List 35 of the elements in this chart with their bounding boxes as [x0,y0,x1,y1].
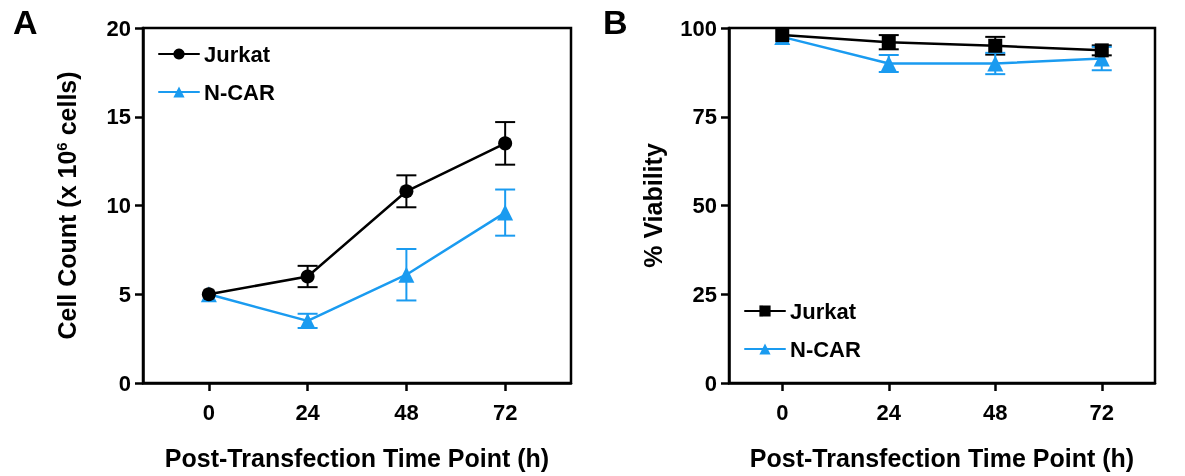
x-tick-label: 72 [1089,399,1114,425]
legend-label: Jurkat [790,298,857,324]
chart-title: B [603,3,628,41]
y-tick-label: 50 [692,193,717,218]
point [1094,43,1109,58]
x-tick-label: 24 [876,399,902,425]
y-tick-label: 0 [118,370,131,396]
legend-label: N-CAR [790,336,861,362]
point [398,266,415,283]
x-tick-label: 0 [202,399,215,425]
point [498,136,513,151]
point [300,269,315,284]
y-tick-label: 75 [692,104,717,130]
x-tick-label: 72 [492,399,518,425]
x-tick-label: 48 [983,399,1008,425]
y-tick-label: 100 [680,15,717,41]
y-axis-title: % Viability [638,143,667,268]
y-tick-label: 25 [692,281,717,307]
legend-label: N-CAR [204,79,275,105]
x-tick-label: 0 [776,399,789,425]
point [497,204,514,221]
y-tick-label: 5 [118,281,131,307]
x-tick-label: 48 [394,399,419,425]
legend-label: Jurkat [204,41,271,67]
x-tick-label: 24 [295,399,321,425]
chart-title: A [13,3,38,41]
y-tick-label: 20 [106,15,131,41]
y-tick-label: 15 [106,104,131,130]
x-axis-title: Post-Transfection Time Point (h) [749,443,1135,472]
y-axis-title: Cell Count (x 106 cells) [52,71,81,340]
y-tick-label: 0 [704,370,717,396]
x-axis-title: Post-Transfection Time Point (h) [164,443,550,472]
point [881,35,896,50]
y-tick-label: 10 [106,193,131,218]
point [399,184,414,199]
